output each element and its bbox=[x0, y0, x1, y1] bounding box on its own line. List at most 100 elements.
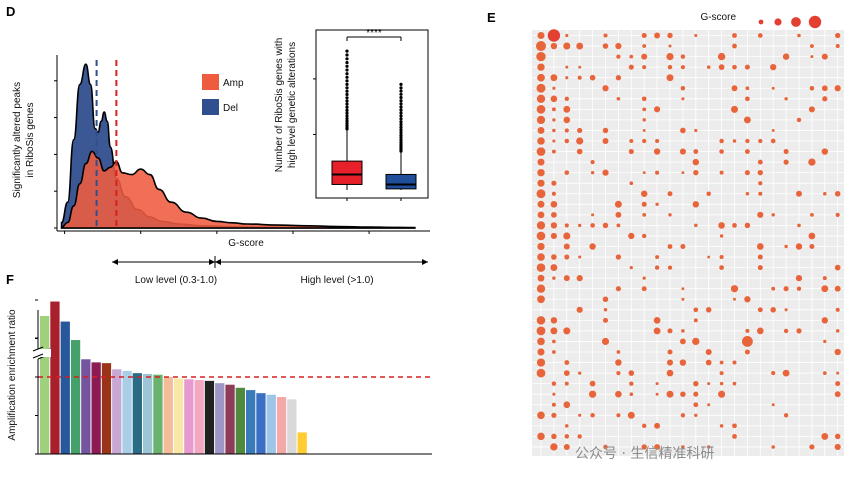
dot bbox=[730, 285, 739, 293]
outlier-point bbox=[399, 142, 403, 146]
dot bbox=[732, 223, 737, 228]
legend-size-dot bbox=[774, 18, 782, 26]
dot bbox=[602, 138, 609, 144]
dot-xpo1-dlbc bbox=[742, 336, 753, 347]
dot bbox=[732, 64, 737, 70]
dot bbox=[550, 74, 558, 82]
watermark: 公众号 · 生信精准科研 bbox=[575, 446, 714, 462]
dot bbox=[834, 391, 841, 398]
outlier-point bbox=[345, 124, 349, 128]
dot bbox=[551, 433, 557, 440]
dot bbox=[537, 73, 545, 82]
dot bbox=[823, 191, 827, 196]
bar-kirc bbox=[50, 301, 60, 454]
outlier-point bbox=[399, 125, 403, 129]
dot bbox=[771, 403, 775, 407]
dot bbox=[744, 149, 750, 154]
dot bbox=[578, 413, 582, 417]
dot bbox=[588, 390, 597, 398]
dot bbox=[783, 413, 789, 418]
dot bbox=[667, 328, 673, 334]
outlier-point bbox=[345, 53, 349, 57]
dot bbox=[707, 382, 711, 386]
low-level-label: Low level (0.3-1.0) bbox=[135, 275, 217, 286]
dot bbox=[564, 254, 570, 260]
dot bbox=[602, 296, 609, 303]
dot bbox=[537, 211, 545, 219]
outlier-point bbox=[345, 111, 349, 115]
dot bbox=[771, 286, 776, 291]
dot bbox=[536, 284, 546, 293]
dot bbox=[821, 432, 829, 440]
dot bbox=[757, 33, 763, 38]
outlier-point bbox=[345, 49, 349, 53]
outlier-point bbox=[399, 133, 403, 137]
dot bbox=[537, 126, 545, 134]
dot bbox=[666, 390, 674, 398]
dot bbox=[603, 33, 608, 38]
dot bbox=[615, 359, 622, 366]
outlier-point bbox=[399, 99, 403, 103]
dot bbox=[589, 74, 596, 81]
inset-ylabel-line1: Number of RiboSis genes with bbox=[274, 38, 285, 173]
dot bbox=[681, 445, 685, 449]
dot bbox=[602, 43, 609, 49]
bar-ov bbox=[122, 370, 132, 454]
outlier-point bbox=[345, 99, 349, 103]
legend-del-label: Del bbox=[223, 103, 238, 114]
dot bbox=[563, 327, 571, 335]
dot bbox=[771, 371, 776, 376]
outlier-point bbox=[399, 122, 403, 127]
dot bbox=[680, 338, 686, 345]
dot bbox=[680, 86, 686, 91]
dot bbox=[642, 118, 646, 122]
dot bbox=[783, 328, 789, 334]
bar-gbm bbox=[297, 432, 307, 454]
dot bbox=[680, 65, 685, 70]
dot bbox=[615, 211, 622, 218]
dot bbox=[692, 201, 700, 208]
bar-acc bbox=[60, 321, 70, 454]
outlier-point bbox=[345, 57, 349, 61]
dot bbox=[770, 138, 776, 144]
outlier-point bbox=[399, 138, 403, 142]
bar-prad bbox=[70, 340, 81, 454]
dot bbox=[628, 370, 635, 376]
dot bbox=[719, 265, 724, 270]
amp-density-curve bbox=[60, 150, 416, 229]
dot bbox=[628, 149, 634, 155]
dot bbox=[642, 138, 647, 144]
dot bbox=[536, 263, 546, 272]
dot bbox=[576, 42, 584, 50]
dot bbox=[642, 423, 647, 429]
dot bbox=[705, 348, 712, 356]
dot bbox=[552, 339, 556, 344]
dot bbox=[552, 128, 556, 133]
dot bbox=[551, 402, 556, 407]
dot bbox=[808, 106, 815, 113]
dot bbox=[655, 392, 659, 396]
dot bbox=[681, 287, 685, 291]
outlier-point bbox=[345, 82, 349, 86]
dot bbox=[655, 202, 659, 206]
dot bbox=[590, 223, 595, 228]
dot bbox=[655, 170, 660, 175]
dot bbox=[641, 286, 647, 292]
dot bbox=[552, 350, 556, 354]
dot bbox=[796, 286, 802, 291]
panel-d-letter: D bbox=[6, 4, 15, 19]
dot bbox=[693, 402, 699, 408]
dot bbox=[823, 339, 827, 344]
dot bbox=[536, 368, 546, 378]
dot bbox=[667, 265, 673, 270]
dot bbox=[694, 33, 698, 38]
dot bbox=[590, 160, 595, 165]
dot bbox=[551, 381, 557, 386]
dot bbox=[757, 307, 763, 313]
outlier-point bbox=[399, 120, 403, 124]
dot bbox=[719, 149, 724, 154]
bar-lusc bbox=[256, 393, 266, 454]
dot bbox=[758, 138, 763, 144]
dot bbox=[629, 54, 634, 59]
bar-lihc bbox=[143, 373, 153, 454]
